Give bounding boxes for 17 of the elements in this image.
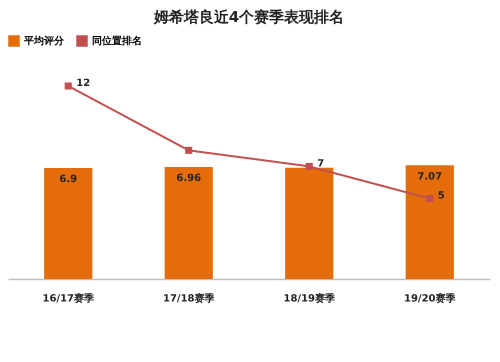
- data-label: 5: [438, 190, 445, 202]
- point: [426, 195, 434, 202]
- point: [185, 146, 192, 154]
- x-tick-label: 19/20赛季: [404, 292, 456, 304]
- point: [306, 162, 313, 170]
- legend-label: 同位置排名: [92, 35, 142, 47]
- x-tick-label: 18/19赛季: [284, 292, 336, 304]
- legend-label: 平均评分: [23, 35, 65, 47]
- data-label: 7.07: [417, 171, 442, 182]
- data-label: 6.9: [59, 174, 78, 186]
- data-label: 6.96: [176, 173, 202, 184]
- x-tick-label: 17/18赛季: [163, 292, 216, 304]
- chart-title: 姆希塔良近4个赛季表现排名: [152, 8, 344, 26]
- point: [64, 82, 72, 90]
- x-tick-label: 16/17赛季: [42, 292, 95, 304]
- data-label: 7: [317, 158, 324, 170]
- data-label: 12: [76, 78, 90, 89]
